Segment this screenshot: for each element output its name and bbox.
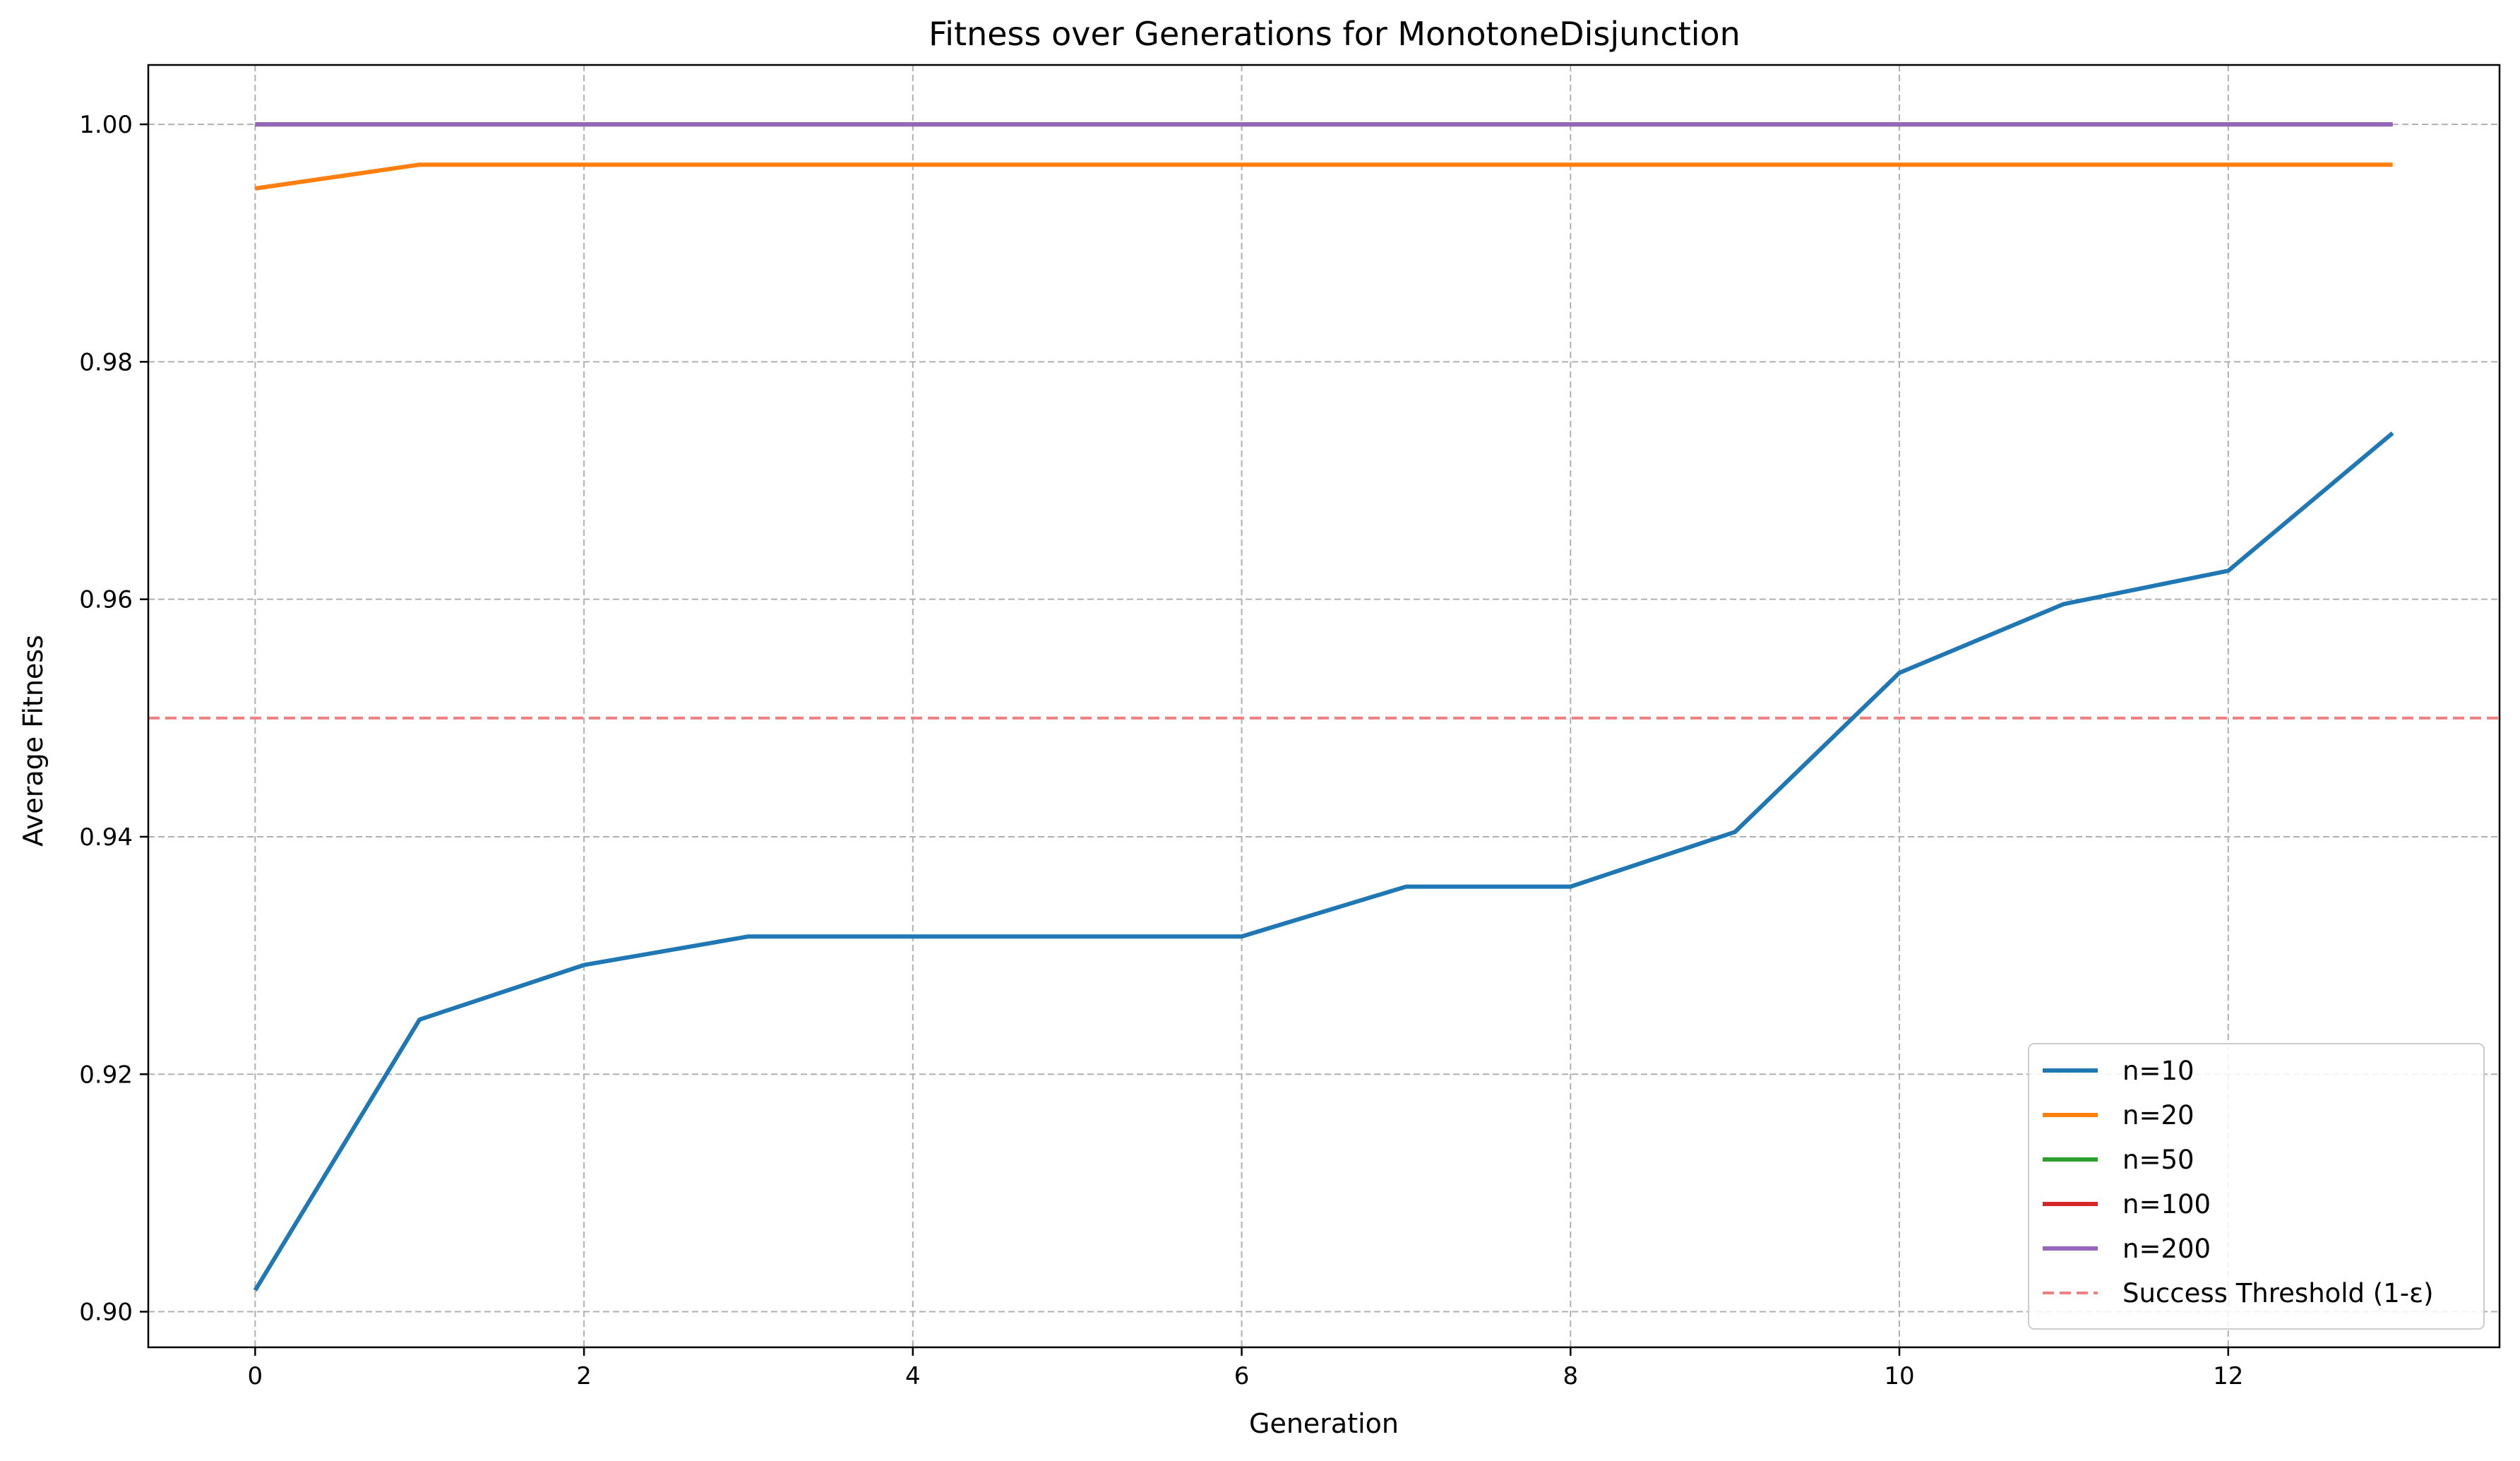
legend-label: n=20 <box>2122 1100 2194 1131</box>
legend-label: n=50 <box>2122 1145 2194 1175</box>
y-tick-label: 0.90 <box>79 1299 133 1327</box>
x-tick-label: 8 <box>1563 1362 1578 1390</box>
series-line-n10 <box>253 431 2394 1292</box>
series-line-n20 <box>254 162 2393 191</box>
x-axis-title: Generation <box>1249 1408 1399 1439</box>
x-tick-label: 12 <box>2213 1362 2243 1390</box>
series-layer <box>253 122 2394 1292</box>
y-tick-label: 1.00 <box>79 111 133 139</box>
legend-label: n=10 <box>2122 1056 2194 1086</box>
x-tick-label: 4 <box>905 1362 921 1390</box>
chart-title: Fitness over Generations for MonotoneDis… <box>928 15 1740 53</box>
legend-label: Success Threshold (1-ε) <box>2122 1278 2434 1308</box>
x-tick-label: 0 <box>248 1362 263 1390</box>
y-tick-label: 0.96 <box>79 586 133 614</box>
y-tick-label: 0.98 <box>79 348 133 376</box>
legend-label: n=200 <box>2122 1234 2211 1264</box>
ticks-layer: 0 2 4 6 8 10 12 0.90 0.92 0.94 0.96 0.98 1.00 <box>79 111 2243 1390</box>
x-tick-label: 2 <box>576 1362 592 1390</box>
y-tick-label: 0.92 <box>79 1061 133 1089</box>
plot-frame <box>147 64 2501 1349</box>
y-axis-title: Average Fitness <box>18 635 49 847</box>
y-tick-label: 0.94 <box>79 823 133 852</box>
legend-box <box>2028 1043 2485 1330</box>
legend-label: n=100 <box>2122 1189 2211 1220</box>
x-tick-label: 6 <box>1234 1362 1250 1390</box>
legend: n=10 n=20 n=50 n=100 n=200 Success Threshold … <box>2028 1043 2485 1330</box>
x-tick-label: 10 <box>1884 1362 1914 1390</box>
